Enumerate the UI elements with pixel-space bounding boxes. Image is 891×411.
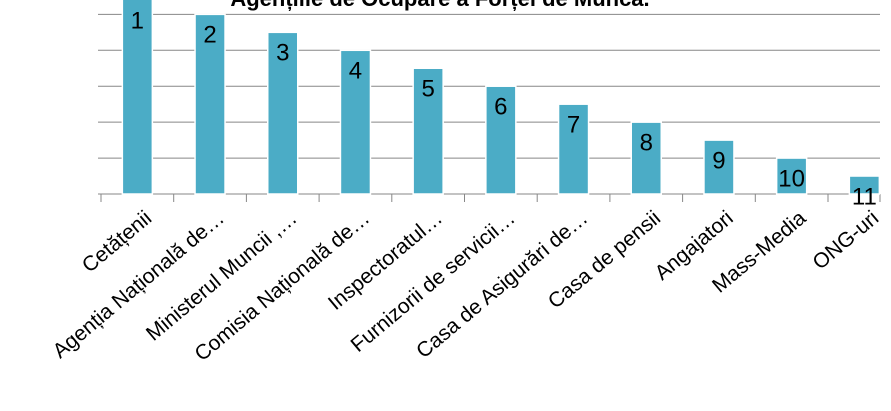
bar <box>703 139 735 195</box>
data-label: 9 <box>712 147 725 174</box>
bar <box>339 49 372 195</box>
bar <box>630 121 662 195</box>
data-label: 10 <box>778 165 805 192</box>
x-tick-label: ONG-uri <box>808 206 883 274</box>
bar <box>412 67 444 195</box>
data-label: 2 <box>203 22 216 49</box>
bar <box>485 85 517 195</box>
bar <box>267 31 299 195</box>
data-label: 3 <box>276 40 289 67</box>
data-label: 5 <box>421 76 434 103</box>
bar <box>775 157 808 195</box>
data-label: 8 <box>640 129 653 156</box>
data-label: 11 <box>852 183 877 210</box>
bar <box>848 175 881 195</box>
data-label: 1 <box>131 7 144 34</box>
bar <box>194 13 226 195</box>
data-label: 6 <box>494 94 507 121</box>
bar <box>121 0 154 195</box>
data-label: 4 <box>349 58 362 85</box>
data-label: 7 <box>567 112 580 139</box>
bar <box>557 103 590 195</box>
chart-title: Agențiile de Ocupare a Forței de Muncă. <box>230 0 649 11</box>
